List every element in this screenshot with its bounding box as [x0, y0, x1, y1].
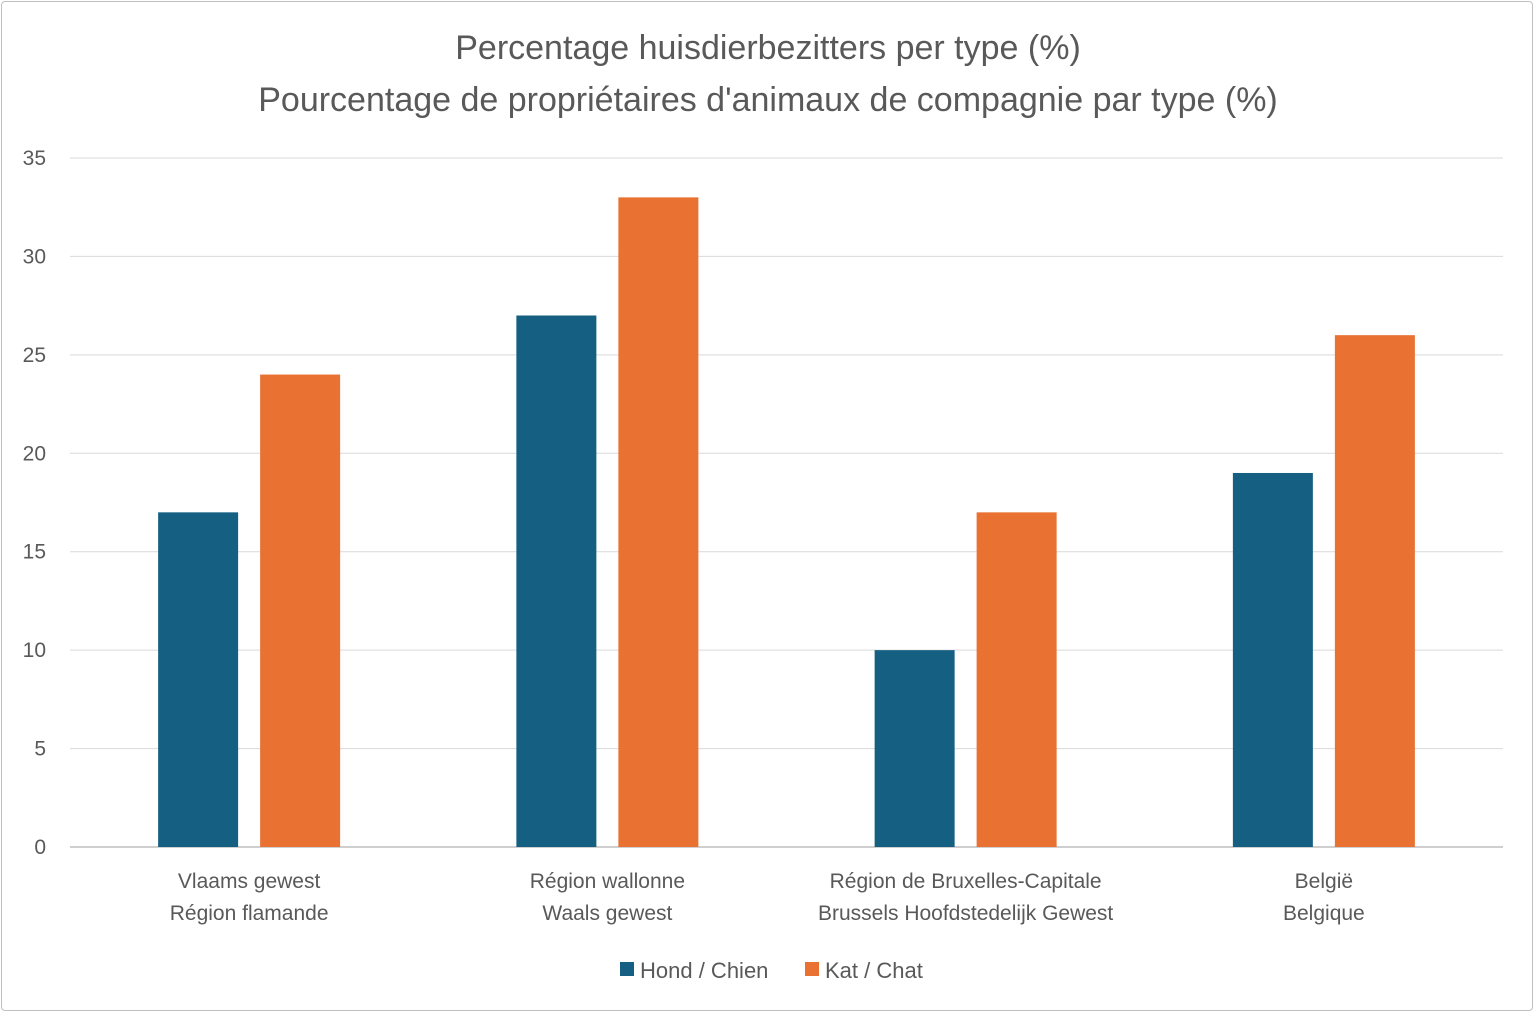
chart-title-line-1: Percentage huisdierbezitters per type (%…: [455, 29, 1081, 67]
category-label-2-line-1: Région de Bruxelles-Capitale: [830, 870, 1102, 893]
y-axis-ticks: 0 5 10 15 20 25 30 35: [23, 147, 46, 859]
bar-kat-0: [260, 374, 341, 847]
bar-kat-2: [976, 512, 1057, 847]
bar-hond-2: [874, 650, 955, 847]
y-tick-label-10: 10: [23, 639, 46, 662]
legend: Hond / Chien Kat / Chat: [620, 958, 923, 983]
legend-swatch-1: [805, 962, 819, 976]
chart-title-line-2: Pourcentage de propriétaires d'animaux d…: [258, 81, 1278, 119]
category-label-3-line-2: Belgique: [1283, 902, 1365, 925]
bar-hond-1: [516, 315, 597, 847]
category-label-3-line-1: België: [1295, 870, 1353, 893]
bar-kat-1: [618, 197, 699, 847]
legend-label-0: Hond / Chien: [640, 958, 768, 983]
y-tick-label-0: 0: [34, 836, 46, 859]
bar-kat-3: [1334, 335, 1415, 847]
legend-label-1: Kat / Chat: [825, 958, 923, 983]
category-label-0-line-2: Région flamande: [170, 902, 329, 925]
y-tick-label-15: 15: [23, 541, 46, 564]
legend-swatch-0: [620, 962, 634, 976]
category-label-1-line-2: Waals gewest: [542, 902, 672, 925]
bar-hond-3: [1232, 472, 1313, 847]
y-tick-label-25: 25: [23, 344, 46, 367]
x-axis-categories: Vlaams gewest Région flamande Région wallo…: [170, 870, 1365, 925]
bar-hond-0: [158, 512, 239, 847]
category-label-2-line-2: Brussels Hoofdstedelijk Gewest: [818, 902, 1113, 925]
bars: [158, 197, 1415, 847]
y-tick-label-5: 5: [34, 738, 46, 761]
y-tick-label-30: 30: [23, 245, 46, 268]
y-tick-label-20: 20: [23, 442, 46, 465]
category-label-1-line-1: Région wallonne: [530, 870, 685, 893]
y-tick-label-35: 35: [23, 147, 46, 170]
chart-title: Percentage huisdierbezitters per type (%…: [258, 29, 1278, 119]
category-label-0-line-1: Vlaams gewest: [178, 870, 321, 893]
